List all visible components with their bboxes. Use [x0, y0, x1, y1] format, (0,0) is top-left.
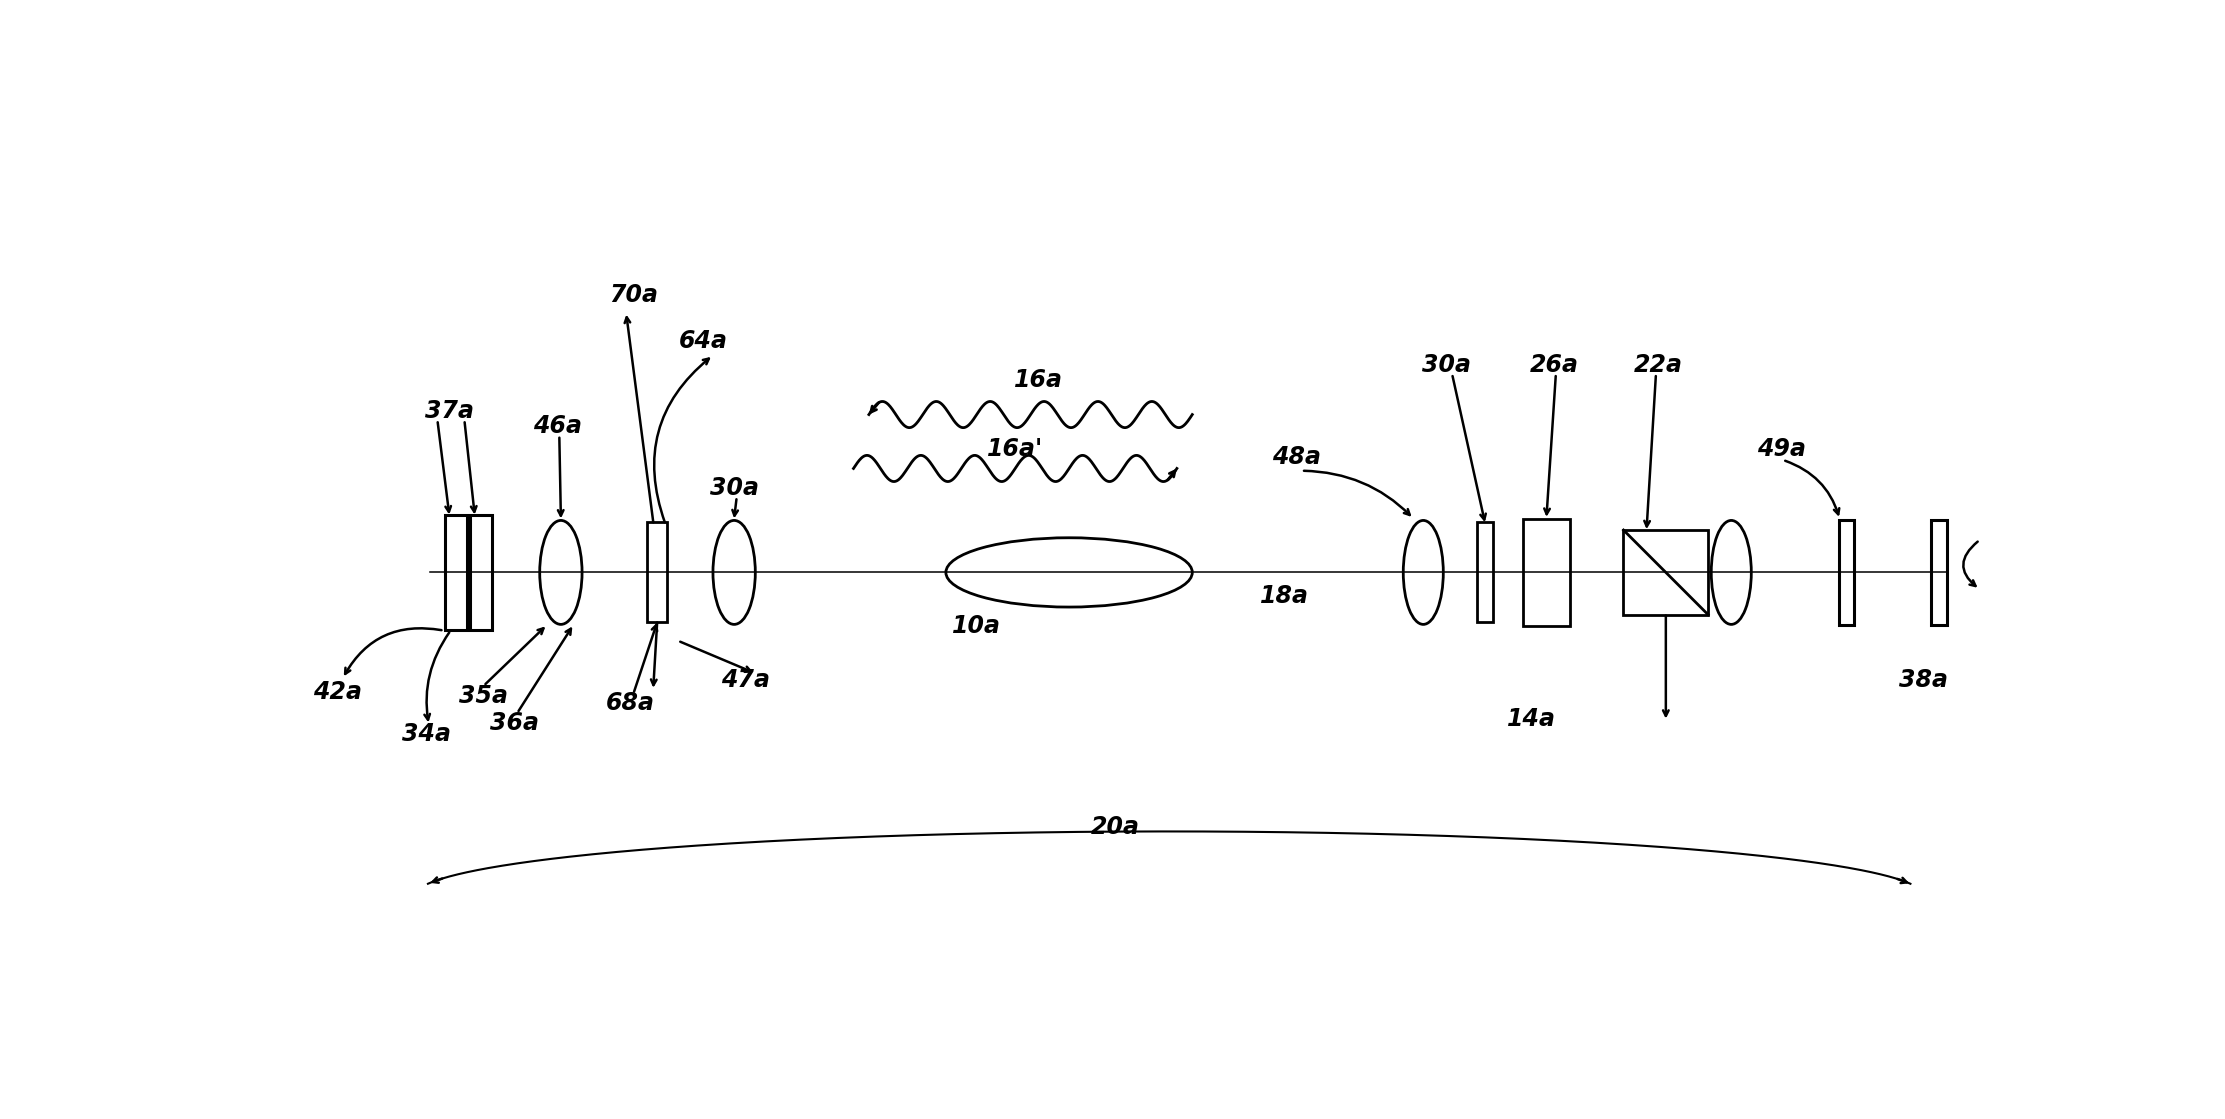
Text: 18a: 18a	[1259, 583, 1308, 608]
Bar	[1524, 518, 1569, 627]
Text: 36a: 36a	[490, 711, 538, 734]
Text: 46a: 46a	[532, 414, 581, 439]
Text: 34a: 34a	[403, 722, 452, 746]
Text: 70a: 70a	[610, 283, 659, 308]
Text: 16a: 16a	[1015, 368, 1064, 392]
Text: 14a: 14a	[1506, 707, 1555, 731]
Bar	[445, 515, 467, 630]
Bar	[1840, 520, 1853, 624]
Bar	[1624, 530, 1709, 614]
Text: 42a: 42a	[314, 679, 363, 704]
Text: 10a: 10a	[952, 614, 1001, 638]
Bar	[469, 515, 492, 630]
Text: 49a: 49a	[1758, 438, 1807, 461]
Ellipse shape	[1404, 520, 1444, 624]
Ellipse shape	[1711, 520, 1751, 624]
Text: 64a: 64a	[679, 329, 728, 354]
Ellipse shape	[541, 520, 583, 624]
Text: 22a: 22a	[1633, 352, 1682, 376]
Text: 30a: 30a	[710, 476, 759, 500]
Text: 16a': 16a'	[988, 438, 1044, 461]
Bar	[1931, 520, 1947, 624]
Text: 35a: 35a	[458, 684, 507, 707]
Text: 30a: 30a	[1422, 352, 1471, 376]
Text: 20a: 20a	[1090, 815, 1139, 838]
Text: 38a: 38a	[1900, 668, 1949, 693]
Text: 68a: 68a	[605, 692, 654, 715]
Text: 47a: 47a	[721, 668, 770, 693]
Ellipse shape	[712, 520, 754, 624]
Bar	[1477, 523, 1493, 622]
Text: 26a: 26a	[1531, 352, 1580, 376]
Text: 37a: 37a	[425, 398, 474, 423]
Bar	[647, 523, 667, 622]
Ellipse shape	[946, 538, 1193, 608]
Text: 48a: 48a	[1273, 445, 1322, 469]
